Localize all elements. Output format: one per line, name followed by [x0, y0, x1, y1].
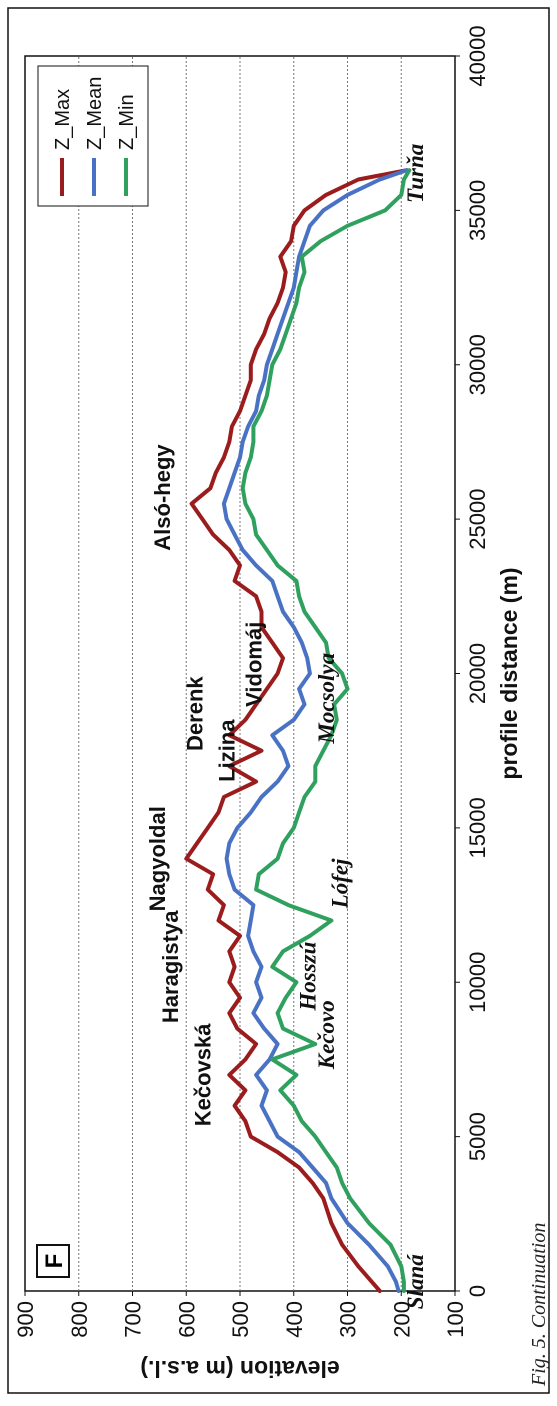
y-tick-label: 400	[282, 1301, 307, 1338]
place-label: Vidomáj	[242, 622, 267, 707]
x-tick-label: 10000	[465, 952, 490, 1013]
y-tick-label: 600	[174, 1301, 199, 1338]
place-label: Kečovo	[314, 1000, 339, 1070]
outer-frame	[7, 7, 550, 1394]
figure-caption: Fig. 5. Continuation	[528, 1223, 550, 1387]
x-tick-label: 20000	[465, 643, 490, 704]
x-tick-label: 5000	[465, 1112, 490, 1161]
place-label: Kečovská	[190, 1023, 215, 1127]
series-line-z-min	[240, 168, 412, 1293]
x-tick-label: 15000	[465, 797, 490, 858]
place-label: Slaná	[403, 1254, 428, 1309]
x-tick-label: 35000	[465, 180, 490, 241]
place-label: Nagyoldal	[145, 806, 170, 911]
y-tick-label: 800	[67, 1301, 92, 1338]
series-line-z-max	[184, 168, 409, 1293]
place-label: Mocsolya	[314, 653, 339, 745]
legend: Z_Max Z_Mean Z_Min	[37, 65, 149, 207]
y-tick-label: 900	[13, 1301, 38, 1338]
legend-label: Z_Min	[116, 94, 138, 150]
y-tick-label: 700	[121, 1301, 146, 1338]
y-tick-label: 100	[443, 1301, 468, 1338]
series-line-z-mean	[221, 168, 409, 1293]
place-label: Alsó-hegy	[150, 444, 175, 551]
x-tick-label: 0	[465, 1285, 490, 1297]
place-label: Hosszú	[295, 941, 320, 1011]
y-tick-label: 200	[389, 1301, 414, 1338]
place-label: Lizina	[215, 719, 240, 782]
plot-area	[24, 55, 456, 1293]
x-axis-label: profile distance (m)	[496, 567, 522, 779]
x-tick-label: 40000	[465, 25, 490, 86]
place-label: Derenk	[182, 676, 207, 751]
panel-label-box: F	[36, 1244, 70, 1278]
place-label: Lófej	[328, 858, 353, 909]
y-axis-label: elevation (m a.s.l.)	[140, 1356, 339, 1382]
place-label: Turňa	[403, 144, 428, 203]
legend-label: Z_Max	[52, 89, 74, 150]
y-tick-label: 300	[336, 1301, 361, 1338]
panel-label: F	[41, 1254, 68, 1269]
x-tick-label: 30000	[465, 334, 490, 395]
place-label: Haragistya	[158, 910, 183, 1023]
x-tick-label: 25000	[465, 489, 490, 550]
legend-box	[37, 65, 149, 207]
legend-label: Z_Mean	[84, 77, 106, 150]
y-tick-label: 500	[228, 1301, 253, 1338]
tick-labels: 100 200 300 400 500 600 700 800 900 0 5000 10000 150…	[13, 25, 490, 1337]
